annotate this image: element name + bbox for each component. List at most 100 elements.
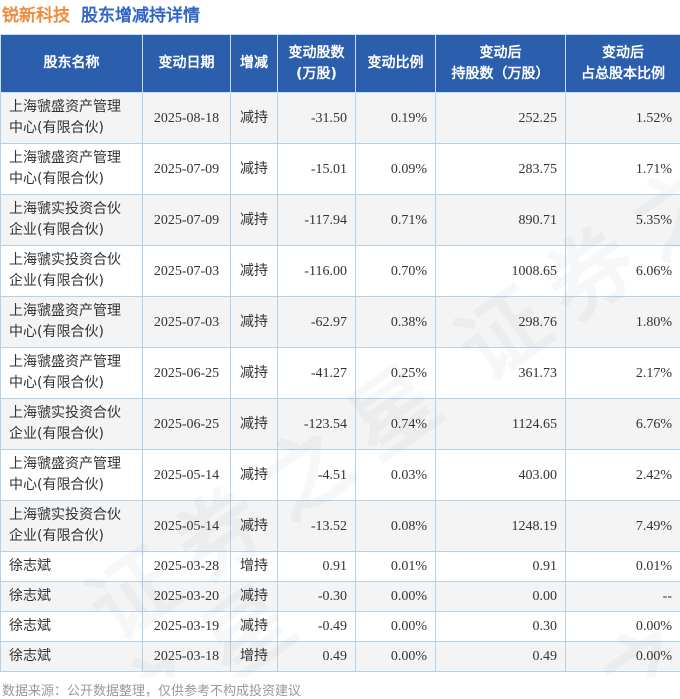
cell-shareholder-name: 上海虢盛资产管理中心(有限合伙) <box>1 297 143 348</box>
cell-shares-after: 0.91 <box>436 552 566 582</box>
cell-change-ratio: 0.70% <box>356 246 436 297</box>
cell-change-date: 2025-03-20 <box>143 582 231 612</box>
cell-change-ratio: 0.00% <box>356 642 436 672</box>
column-header-change-date: 变动日期 <box>143 35 231 93</box>
cell-action: 减持 <box>231 93 278 144</box>
cell-action: 增持 <box>231 552 278 582</box>
cell-change-date: 2025-05-14 <box>143 450 231 501</box>
cell-shareholder-name: 上海虢实投资合伙企业(有限合伙) <box>1 399 143 450</box>
cell-shareholder-name: 徐志斌 <box>1 582 143 612</box>
cell-change-shares: -0.30 <box>278 582 356 612</box>
cell-shareholder-name: 徐志斌 <box>1 642 143 672</box>
cell-change-shares: -31.50 <box>278 93 356 144</box>
shareholder-change-table: 股东名称变动日期增减变动股数(万股)变动比例变动后持股数（万股）变动后占总股本比… <box>0 34 680 672</box>
cell-change-ratio: 0.19% <box>356 93 436 144</box>
cell-change-shares: -15.01 <box>278 144 356 195</box>
cell-shares-after: 252.25 <box>436 93 566 144</box>
cell-ratio-after: 1.80% <box>566 297 680 348</box>
cell-shares-after: 403.00 <box>436 450 566 501</box>
cell-ratio-after: 6.06% <box>566 246 680 297</box>
cell-action: 减持 <box>231 450 278 501</box>
page-title: 锐新科技股东增减持详情 <box>0 0 680 34</box>
cell-change-shares: 0.91 <box>278 552 356 582</box>
cell-change-ratio: 0.00% <box>356 612 436 642</box>
cell-change-ratio: 0.38% <box>356 297 436 348</box>
table-header: 股东名称变动日期增减变动股数(万股)变动比例变动后持股数（万股）变动后占总股本比… <box>1 35 680 93</box>
cell-shareholder-name: 上海虢实投资合伙企业(有限合伙) <box>1 501 143 552</box>
cell-shareholder-name: 上海虢实投资合伙企业(有限合伙) <box>1 195 143 246</box>
cell-ratio-after: 0.00% <box>566 612 680 642</box>
cell-ratio-after: 5.35% <box>566 195 680 246</box>
cell-change-shares: -62.97 <box>278 297 356 348</box>
cell-shareholder-name: 上海虢盛资产管理中心(有限合伙) <box>1 93 143 144</box>
cell-change-date: 2025-08-18 <box>143 93 231 144</box>
cell-change-date: 2025-03-19 <box>143 612 231 642</box>
title-text: 股东增减持详情 <box>81 6 200 26</box>
cell-change-ratio: 0.08% <box>356 501 436 552</box>
cell-shares-after: 298.76 <box>436 297 566 348</box>
column-header-change-shares: 变动股数(万股) <box>278 35 356 93</box>
cell-change-date: 2025-07-09 <box>143 195 231 246</box>
cell-action: 减持 <box>231 297 278 348</box>
cell-shareholder-name: 上海虢盛资产管理中心(有限合伙) <box>1 144 143 195</box>
cell-ratio-after: 2.17% <box>566 348 680 399</box>
cell-shares-after: 361.73 <box>436 348 566 399</box>
column-header-change-ratio: 变动比例 <box>356 35 436 93</box>
cell-shares-after: 1008.65 <box>436 246 566 297</box>
cell-change-ratio: 0.00% <box>356 582 436 612</box>
cell-change-date: 2025-03-18 <box>143 642 231 672</box>
cell-shareholder-name: 上海虢实投资合伙企业(有限合伙) <box>1 246 143 297</box>
cell-change-shares: -117.94 <box>278 195 356 246</box>
cell-shares-after: 283.75 <box>436 144 566 195</box>
cell-action: 减持 <box>231 612 278 642</box>
cell-change-shares: -13.52 <box>278 501 356 552</box>
cell-action: 减持 <box>231 582 278 612</box>
table-header-row: 股东名称变动日期增减变动股数(万股)变动比例变动后持股数（万股）变动后占总股本比… <box>1 35 680 93</box>
cell-action: 减持 <box>231 399 278 450</box>
column-header-shares-after: 变动后持股数（万股） <box>436 35 566 93</box>
cell-change-ratio: 0.71% <box>356 195 436 246</box>
column-header-action: 增减 <box>231 35 278 93</box>
cell-action: 减持 <box>231 246 278 297</box>
cell-change-date: 2025-06-25 <box>143 399 231 450</box>
cell-change-shares: -123.54 <box>278 399 356 450</box>
cell-action: 增持 <box>231 642 278 672</box>
cell-action: 减持 <box>231 348 278 399</box>
cell-change-ratio: 0.25% <box>356 348 436 399</box>
cell-change-shares: -4.51 <box>278 450 356 501</box>
cell-change-ratio: 0.03% <box>356 450 436 501</box>
cell-action: 减持 <box>231 144 278 195</box>
cell-change-ratio: 0.74% <box>356 399 436 450</box>
cell-shares-after: 890.71 <box>436 195 566 246</box>
cell-shareholder-name: 徐志斌 <box>1 552 143 582</box>
cell-ratio-after: 0.00% <box>566 642 680 672</box>
data-source-note: 数据来源：公开数据整理，仅供参考不构成投资建议 <box>0 672 680 699</box>
cell-ratio-after: 0.01% <box>566 552 680 582</box>
column-header-shareholder-name: 股东名称 <box>1 35 143 93</box>
cell-shares-after: 0.00 <box>436 582 566 612</box>
cell-change-shares: -0.49 <box>278 612 356 642</box>
cell-shares-after: 0.49 <box>436 642 566 672</box>
cell-shares-after: 0.30 <box>436 612 566 642</box>
cell-ratio-after: 1.71% <box>566 144 680 195</box>
cell-change-date: 2025-06-25 <box>143 348 231 399</box>
cell-change-shares: -116.00 <box>278 246 356 297</box>
cell-action: 减持 <box>231 195 278 246</box>
cell-shares-after: 1124.65 <box>436 399 566 450</box>
cell-change-date: 2025-07-03 <box>143 246 231 297</box>
cell-ratio-after: 1.52% <box>566 93 680 144</box>
cell-change-date: 2025-07-09 <box>143 144 231 195</box>
stock-name: 锐新科技 <box>2 6 70 26</box>
